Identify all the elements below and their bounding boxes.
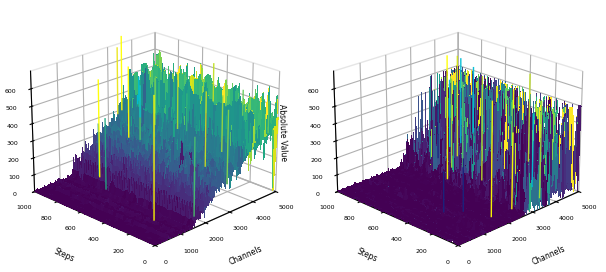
Y-axis label: Steps: Steps xyxy=(356,247,379,264)
X-axis label: Channels: Channels xyxy=(531,245,567,267)
Y-axis label: Steps: Steps xyxy=(53,247,76,264)
X-axis label: Channels: Channels xyxy=(228,245,264,267)
